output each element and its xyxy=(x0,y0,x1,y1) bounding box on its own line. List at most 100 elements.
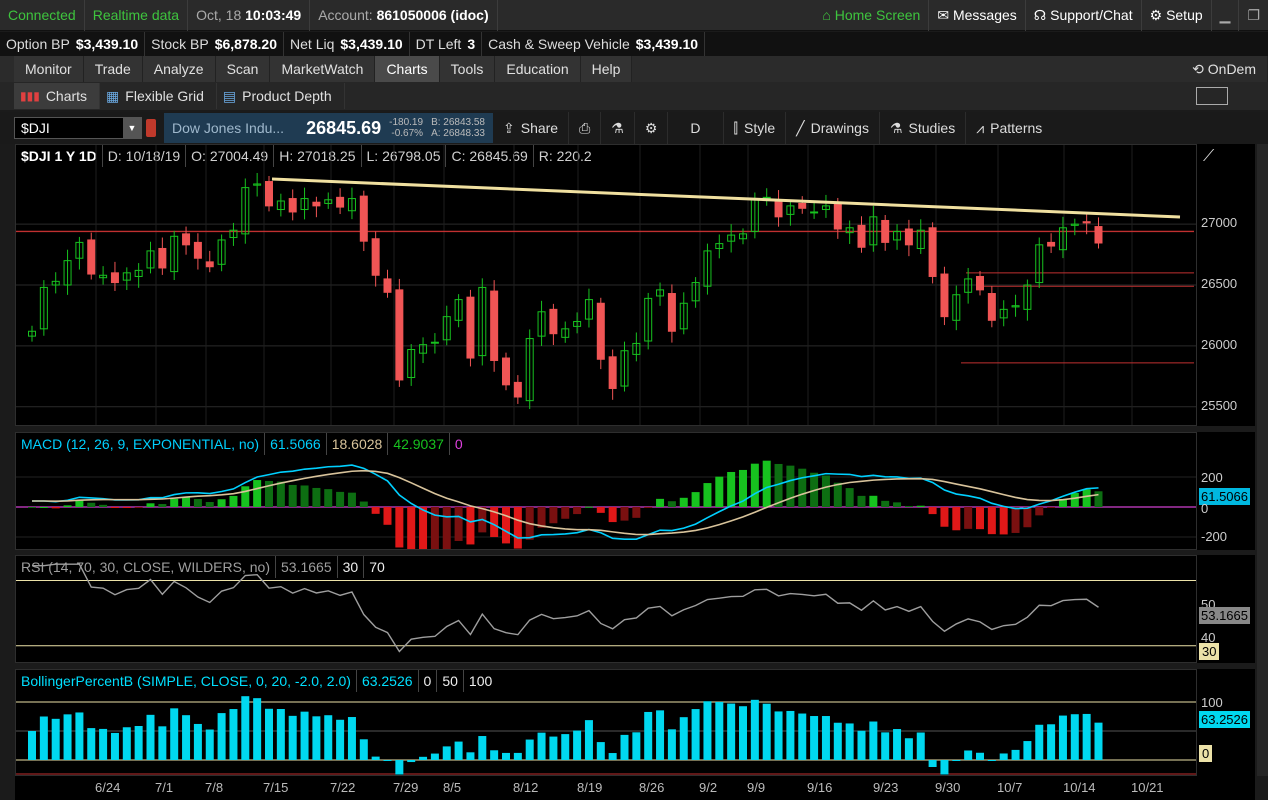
macd-histogram-bar xyxy=(656,498,665,507)
studies-button[interactable]: ⚗ Studies xyxy=(880,112,967,144)
flask-button[interactable]: ⚗ xyxy=(601,112,635,144)
tab-education[interactable]: Education xyxy=(495,56,581,82)
candle-body xyxy=(395,289,404,381)
link-icon[interactable] xyxy=(146,119,156,137)
bb-bar xyxy=(1011,749,1020,760)
drawings-button[interactable]: ╱ Drawings xyxy=(786,112,880,144)
chart-settings-button[interactable]: ⚙ xyxy=(635,112,669,144)
candle-body xyxy=(525,338,534,402)
setup-button[interactable]: ⚙ Setup xyxy=(1142,0,1212,31)
tab-tools[interactable]: Tools xyxy=(439,56,496,82)
tab-scan[interactable]: Scan xyxy=(215,56,271,82)
candle-body xyxy=(916,229,925,249)
macd-histogram-bar xyxy=(28,507,36,508)
account-label: Account: xyxy=(318,7,373,23)
macd-histogram-bar xyxy=(419,507,428,549)
candle-body xyxy=(833,202,842,230)
bb-bar xyxy=(667,729,676,760)
bb-bar xyxy=(110,732,119,760)
time-tick-label: 8/5 xyxy=(443,780,462,795)
tab-monitor[interactable]: Monitor xyxy=(14,56,84,82)
quote-box: Dow Jones Indu... 26845.69 -180.19 -0.67%… xyxy=(164,113,493,143)
macd-avg: 18.6028 xyxy=(327,433,389,455)
support-chat-button[interactable]: ☊ Support/Chat xyxy=(1026,0,1142,31)
time-tick-label: 7/22 xyxy=(330,780,356,795)
tab-charts-sub[interactable]: ▮▮▮ Charts xyxy=(14,83,101,109)
share-button[interactable]: ⇪ Share xyxy=(493,112,570,144)
macd-histogram-bar xyxy=(63,505,72,507)
bb-bar xyxy=(99,728,108,760)
bb-bar xyxy=(158,726,167,760)
bb-bar xyxy=(371,756,380,760)
vertical-scrollbar[interactable] xyxy=(1257,144,1268,776)
candle-body xyxy=(679,302,688,330)
time-tick-label: 8/12 xyxy=(513,780,539,795)
time-axis: 6/24 7/1 7/8 7/15 7/22 7/29 8/5 8/12 8/19 8/26 9/2… xyxy=(15,776,1197,800)
rsi-30-tag: 30 xyxy=(1199,643,1220,660)
candle-body xyxy=(703,250,712,287)
chevron-down-icon[interactable]: ▼ xyxy=(123,118,141,138)
messages-button[interactable]: ✉ Messages xyxy=(929,0,1026,31)
tab-product-depth[interactable]: ▤ Product Depth xyxy=(217,83,345,109)
style-button[interactable]: ⫿ Style xyxy=(724,112,787,144)
rsi-pane[interactable]: RSI (14, 70, 30, CLOSE, WILDERS, no) 53.… xyxy=(15,555,1197,663)
tab-flexible-grid[interactable]: ▦ Flexible Grid xyxy=(100,83,217,109)
rsi-chart-svg[interactable] xyxy=(16,556,1196,662)
aggregation-period[interactable]: D xyxy=(668,112,724,144)
symbol-input[interactable]: $DJI ▼ xyxy=(14,117,142,139)
home-screen-button[interactable]: ⌂ Home Screen xyxy=(814,0,930,31)
time-tick-label: 9/30 xyxy=(935,780,961,795)
tab-marketwatch[interactable]: MarketWatch xyxy=(270,56,376,82)
patterns-button[interactable]: ⩘ Patterns xyxy=(966,112,1052,144)
support-label: Support/Chat xyxy=(1050,7,1133,23)
candle-body xyxy=(205,261,214,268)
trend-line xyxy=(271,177,1181,219)
bollinger-pane[interactable]: BollingerPercentB (SIMPLE, CLOSE, 0, 20,… xyxy=(15,669,1197,776)
tab-charts[interactable]: Charts xyxy=(375,56,440,82)
macd-pane[interactable]: MACD (12, 26, 9, EXPONENTIAL, no) 61.506… xyxy=(15,432,1197,550)
snapshot-button[interactable]: ⎙ xyxy=(569,112,602,144)
bb-bar xyxy=(940,760,949,775)
ondemand-button[interactable]: ⟲ OnDem xyxy=(1181,56,1268,82)
macd-histogram-bar xyxy=(537,507,546,528)
bb-bar xyxy=(679,717,688,760)
tab-trade[interactable]: Trade xyxy=(83,56,143,82)
restore-button[interactable]: ❐ xyxy=(1247,6,1260,23)
bb-bar xyxy=(952,760,961,761)
candle-body xyxy=(383,278,392,293)
price-pane[interactable]: $DJI 1 Y 1D D: 10/18/19 O: 27004.49 H: 2… xyxy=(15,144,1197,426)
bb-bar xyxy=(359,739,368,760)
bb-bar xyxy=(964,750,973,760)
candle-body xyxy=(786,205,795,215)
macd-histogram-bar xyxy=(99,504,108,507)
macd-histogram-bar xyxy=(170,498,179,507)
bb-bar xyxy=(833,722,842,760)
rsi-axis-40: 40 xyxy=(1201,630,1216,645)
header-high: H: 27018.25 xyxy=(274,145,362,167)
layout-box-icon[interactable] xyxy=(1196,87,1228,105)
macd-histogram-bar xyxy=(893,502,902,507)
price-chart-svg[interactable] xyxy=(16,145,1196,425)
macd-histogram-bar xyxy=(857,495,866,507)
minimize-button[interactable]: ▁ xyxy=(1212,0,1240,31)
patterns-label: Patterns xyxy=(990,120,1043,136)
macd-histogram-bar xyxy=(146,503,155,507)
connection-status: Connected xyxy=(0,0,85,31)
candle-body xyxy=(739,233,747,240)
candle-body xyxy=(300,198,309,211)
symbol-text: $DJI xyxy=(21,120,50,136)
bb-bar xyxy=(786,710,795,760)
macd-header: MACD (12, 26, 9, EXPONENTIAL, no) 61.506… xyxy=(16,433,468,455)
macd-histogram-bar xyxy=(786,465,795,507)
macd-chart-svg[interactable] xyxy=(16,433,1196,549)
bollinger-header: BollingerPercentB (SIMPLE, CLOSE, 0, 20,… xyxy=(16,670,497,692)
tab-analyze[interactable]: Analyze xyxy=(142,56,216,82)
candle-body xyxy=(596,302,605,360)
chart-type-icon[interactable]: ⟋ xyxy=(1203,148,1215,165)
bb-bar xyxy=(466,752,475,760)
bollinger-chart-svg[interactable] xyxy=(16,670,1196,775)
account-field-value: $6,878.20 xyxy=(214,36,278,52)
macd-histogram-bar xyxy=(229,495,238,507)
tab-help[interactable]: Help xyxy=(580,56,633,82)
account-selector[interactable]: Account: 861050006 (idoc) xyxy=(310,0,498,31)
